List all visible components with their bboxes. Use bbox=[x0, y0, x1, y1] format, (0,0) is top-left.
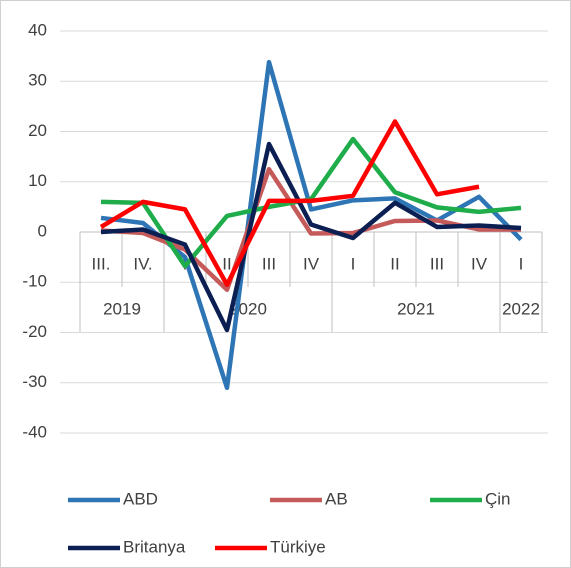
legend-label: ABD bbox=[123, 489, 158, 508]
y-tick-label: 0 bbox=[38, 221, 47, 240]
series-line bbox=[100, 141, 522, 333]
legend-label: Çin bbox=[485, 489, 511, 508]
x-tick-label: III bbox=[430, 254, 444, 273]
group-label: 2019 bbox=[103, 299, 141, 318]
group-label: 2022 bbox=[502, 299, 540, 318]
y-tick-label: -20 bbox=[22, 322, 47, 341]
x-tick-label: III bbox=[262, 254, 276, 273]
y-tick-label: 30 bbox=[28, 71, 47, 90]
y-tick-label: 40 bbox=[28, 20, 47, 39]
x-tick-label: IV. bbox=[133, 254, 152, 273]
x-tick-label: II bbox=[222, 254, 231, 273]
x-tick-label: III. bbox=[92, 254, 111, 273]
legend-label: AB bbox=[325, 489, 348, 508]
x-tick-label: II bbox=[390, 254, 399, 273]
y-tick-label: 20 bbox=[28, 121, 47, 140]
y-tick-label: 10 bbox=[28, 171, 47, 190]
series-line bbox=[99, 119, 480, 288]
x-tick-label: IV bbox=[471, 254, 488, 273]
y-tick-label: -30 bbox=[22, 372, 47, 391]
x-tick-label: I bbox=[519, 254, 524, 273]
group-label: 2021 bbox=[397, 299, 435, 318]
y-tick-label: -40 bbox=[22, 422, 47, 441]
x-tick-label: I bbox=[351, 254, 356, 273]
legend-label: Britanya bbox=[123, 537, 186, 556]
y-tick-label: -10 bbox=[22, 272, 47, 291]
legend-label: Türkiye bbox=[270, 537, 326, 556]
x-tick-label: IV bbox=[303, 254, 320, 273]
